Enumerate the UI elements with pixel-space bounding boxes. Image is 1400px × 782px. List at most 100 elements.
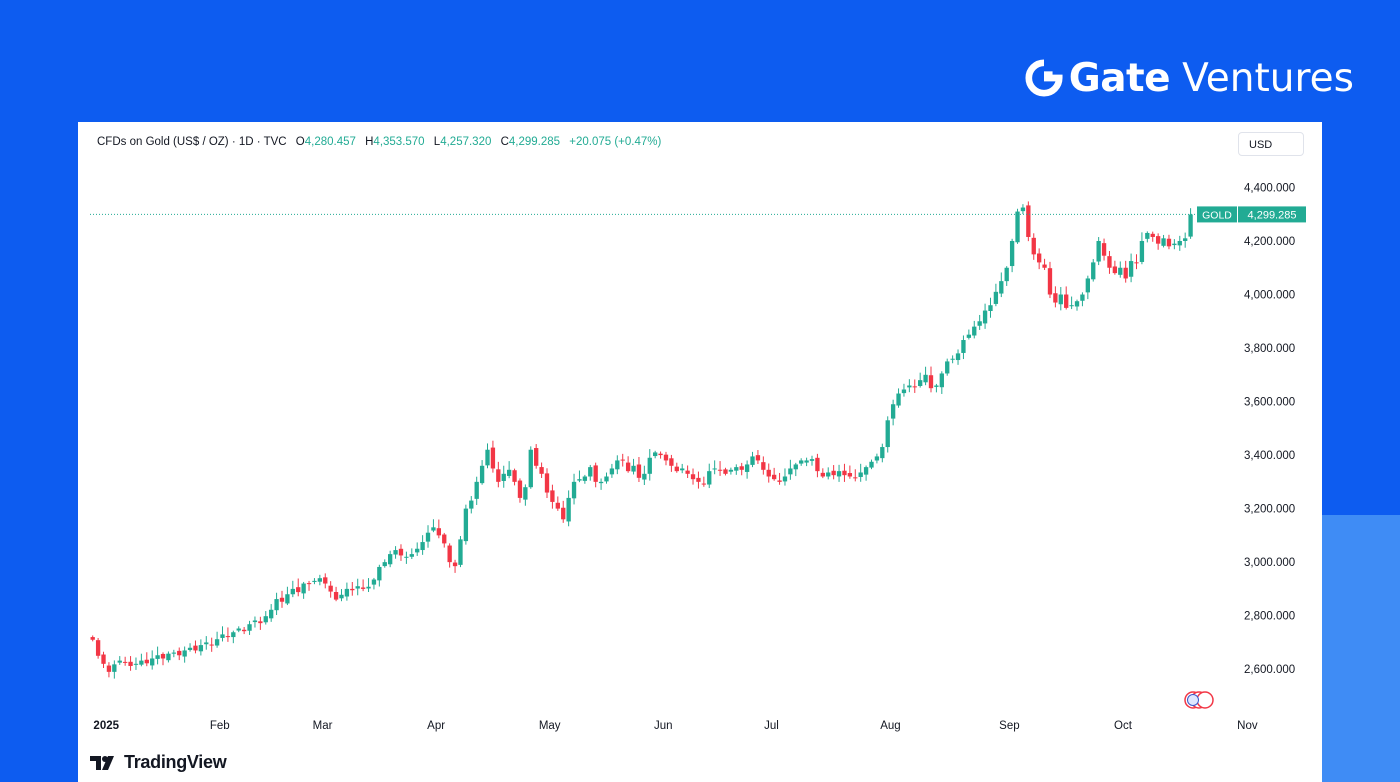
- candle-body: [782, 476, 788, 482]
- candle-body: [1015, 211, 1020, 243]
- candle-body: [177, 650, 182, 656]
- candle-body: [333, 591, 339, 600]
- candle: [409, 548, 414, 560]
- price-tag-value-bg: [1238, 206, 1306, 223]
- candle: [874, 453, 880, 464]
- candle-body: [1020, 207, 1026, 212]
- candle: [842, 463, 847, 482]
- candle-body: [317, 578, 323, 582]
- candle: [777, 472, 782, 485]
- candle-body: [972, 326, 977, 336]
- candle-body: [171, 652, 176, 654]
- candle: [269, 604, 274, 622]
- candle: [371, 577, 377, 590]
- tradingview-icon: [90, 755, 114, 770]
- candle-body: [1026, 205, 1031, 237]
- candle: [631, 458, 636, 475]
- candle: [750, 451, 755, 468]
- candle: [658, 451, 663, 459]
- candle: [177, 647, 182, 661]
- open-value: 4,280.457: [304, 136, 356, 148]
- candle: [988, 297, 993, 318]
- x-tick-label: Apr: [427, 720, 445, 732]
- candle: [566, 490, 571, 527]
- x-tick-label: Jul: [764, 720, 779, 732]
- candle: [1074, 299, 1080, 311]
- candle-body: [496, 469, 501, 482]
- candle-body: [1009, 240, 1015, 267]
- candle-body: [371, 579, 377, 585]
- close-value: 4,299.285: [508, 136, 561, 148]
- candle: [788, 459, 793, 480]
- currency-selector[interactable]: USD: [1238, 132, 1304, 156]
- y-tick-label: 3,600.000: [1244, 397, 1295, 409]
- candle-body: [934, 385, 939, 387]
- events-badge-icon: [1184, 691, 1214, 709]
- candle-body: [761, 462, 766, 470]
- candle: [831, 465, 836, 480]
- candle: [523, 484, 528, 506]
- x-tick-label: Sep: [999, 720, 1019, 732]
- candle: [744, 460, 750, 479]
- candle: [977, 314, 982, 330]
- candle-body: [1123, 267, 1128, 279]
- candle: [1139, 232, 1145, 265]
- candle: [1172, 239, 1177, 250]
- candle: [972, 320, 977, 339]
- candle: [263, 611, 268, 625]
- candle-body: [642, 473, 647, 480]
- candle-body: [815, 457, 820, 472]
- candle: [490, 440, 496, 473]
- candle-body: [577, 479, 582, 481]
- candle: [534, 444, 539, 469]
- candle: [847, 465, 853, 479]
- candle-body: [350, 588, 355, 591]
- candle: [1145, 231, 1150, 243]
- candle: [880, 443, 885, 463]
- candle: [625, 456, 631, 473]
- candle: [723, 467, 728, 476]
- candle-body: [1172, 243, 1177, 246]
- candle: [1036, 248, 1042, 270]
- candle: [907, 379, 912, 393]
- candle-body: [707, 471, 712, 485]
- candle-body: [793, 464, 798, 470]
- candle-body: [588, 467, 593, 477]
- x-tick-label: Jun: [654, 720, 673, 732]
- price-chart[interactable]: 2,600.000 2,800.000 3,000.000 3,200.000 3,40…: [78, 122, 1322, 782]
- candle-body: [1145, 232, 1150, 239]
- candle: [636, 457, 642, 483]
- candle: [90, 635, 95, 642]
- candle-body: [479, 465, 485, 484]
- candle-body: [458, 539, 463, 565]
- candle: [717, 461, 723, 476]
- candle: [1107, 250, 1112, 274]
- candle: [139, 653, 144, 667]
- candle: [1004, 266, 1009, 286]
- candle-body: [1134, 262, 1139, 264]
- candle-body: [1139, 240, 1145, 262]
- candle: [809, 455, 815, 466]
- candle-body: [939, 373, 944, 388]
- candle: [247, 620, 252, 635]
- chart-header: CFDs on Gold (US$ / OZ) · 1D · TVC O4,28…: [97, 136, 661, 148]
- candle-body: [636, 464, 642, 478]
- tradingview-logo: TradingView: [90, 752, 227, 773]
- candle-body: [463, 508, 469, 542]
- candle-body: [1004, 267, 1009, 282]
- candle: [761, 456, 766, 475]
- candle: [561, 500, 566, 523]
- candle: [982, 303, 988, 329]
- candle-body: [328, 585, 333, 592]
- candle: [1053, 286, 1058, 308]
- candle-body: [258, 621, 263, 624]
- candle: [853, 469, 858, 482]
- candle: [317, 574, 323, 586]
- candle: [458, 536, 463, 568]
- close-label: C: [500, 136, 509, 148]
- candle-body: [744, 464, 750, 472]
- candle-body: [187, 647, 193, 651]
- candle: [187, 643, 193, 652]
- candle: [236, 626, 241, 633]
- candle: [506, 461, 512, 479]
